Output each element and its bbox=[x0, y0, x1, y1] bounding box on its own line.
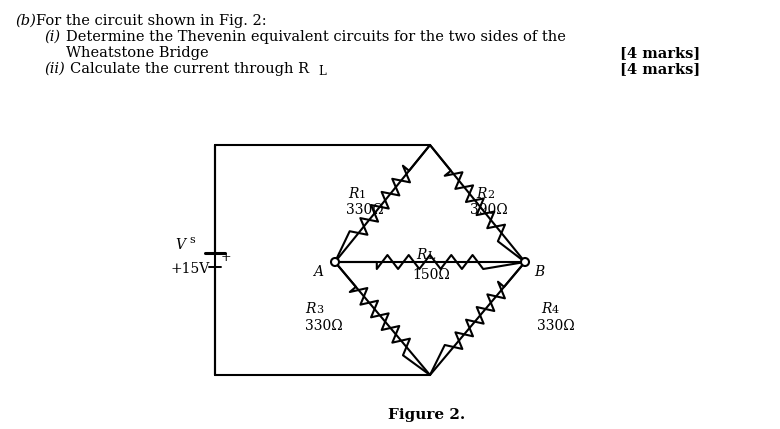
Text: 2: 2 bbox=[487, 190, 494, 200]
Text: +15V: +15V bbox=[171, 262, 211, 276]
Text: Wheatstone Bridge: Wheatstone Bridge bbox=[66, 46, 208, 60]
Text: (ii): (ii) bbox=[44, 62, 65, 76]
Text: 390Ω: 390Ω bbox=[470, 203, 508, 217]
Text: [4 marks]: [4 marks] bbox=[620, 46, 700, 60]
Text: R: R bbox=[305, 302, 315, 316]
Text: 150Ω: 150Ω bbox=[412, 268, 450, 282]
Text: R: R bbox=[348, 187, 359, 201]
Text: 330Ω: 330Ω bbox=[346, 203, 384, 217]
Text: Calculate the current through R: Calculate the current through R bbox=[70, 62, 309, 76]
Text: 1: 1 bbox=[359, 190, 366, 200]
Circle shape bbox=[521, 258, 529, 266]
Text: For the circuit shown in Fig. 2:: For the circuit shown in Fig. 2: bbox=[36, 14, 267, 28]
Text: L: L bbox=[427, 251, 434, 261]
Text: R: R bbox=[476, 187, 487, 201]
Text: 330Ω: 330Ω bbox=[537, 319, 575, 333]
Text: Determine the Thevenin equivalent circuits for the two sides of the: Determine the Thevenin equivalent circui… bbox=[66, 30, 566, 44]
Text: +: + bbox=[221, 251, 232, 264]
Text: V: V bbox=[175, 238, 185, 252]
Text: B: B bbox=[534, 265, 544, 279]
Circle shape bbox=[331, 258, 339, 266]
Text: (i): (i) bbox=[44, 30, 60, 44]
Text: (b): (b) bbox=[15, 14, 36, 28]
Text: R: R bbox=[416, 248, 427, 262]
Text: [4 marks]: [4 marks] bbox=[620, 62, 700, 76]
Text: 3: 3 bbox=[316, 305, 323, 315]
Text: Figure 2.: Figure 2. bbox=[388, 408, 465, 422]
Text: s: s bbox=[189, 235, 195, 245]
Text: L: L bbox=[318, 65, 326, 78]
Text: 330Ω: 330Ω bbox=[305, 319, 342, 333]
Text: R: R bbox=[541, 302, 551, 316]
Text: A: A bbox=[313, 265, 323, 279]
Text: 4: 4 bbox=[552, 305, 559, 315]
